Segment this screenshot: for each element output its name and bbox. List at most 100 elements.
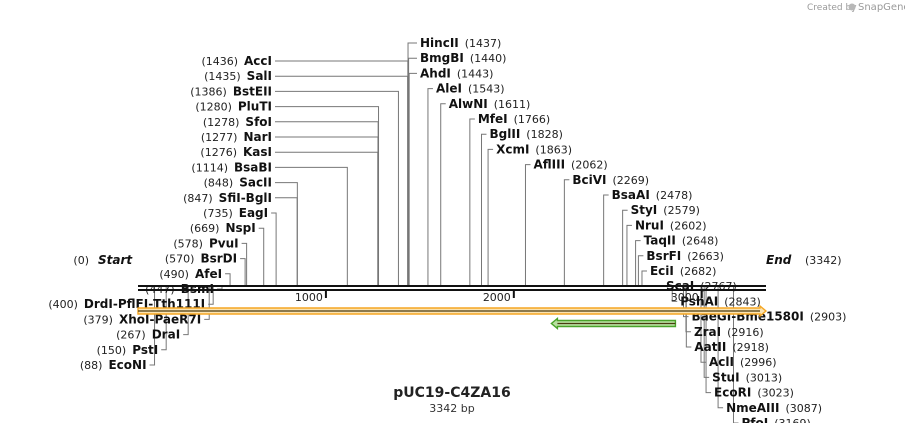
enzyme-name-xhoi: XhoI xyxy=(119,312,150,326)
end-label: End xyxy=(766,253,792,267)
leader-mfei xyxy=(469,118,475,285)
leader-afliii xyxy=(524,164,531,285)
site-aatii[interactable]: AatII (2918) xyxy=(694,340,769,354)
site-eagi[interactable]: (735) EagI xyxy=(203,206,268,220)
leader-hincii xyxy=(407,42,417,285)
site-econi[interactable]: (88) EcoNI xyxy=(80,358,147,372)
site-xhoi[interactable]: (379) XhoI - PaeR7I xyxy=(83,312,201,326)
site-pshai[interactable]: PshAI (2843) xyxy=(680,294,761,308)
site-position: (88) xyxy=(80,359,103,372)
enzyme-name-bsteii: BstEII xyxy=(233,84,272,98)
site-alwni[interactable]: AlwNI (1611) xyxy=(449,97,531,111)
site-position: (1114) xyxy=(191,161,228,174)
tick-label-3000: 3000 xyxy=(671,291,699,304)
site-bglii[interactable]: BglII (1828) xyxy=(490,127,563,141)
site-position: (1440) xyxy=(470,52,507,65)
site-pluti[interactable]: (1280) PluTI xyxy=(195,100,272,114)
enzyme-name-nspi: NspI xyxy=(225,221,255,235)
enzyme-name-styi: StyI xyxy=(631,203,658,217)
leader-xcmi xyxy=(487,148,494,285)
site-ahdi[interactable]: AhdI (1443) xyxy=(420,66,493,80)
site-afei[interactable]: (490) AfeI xyxy=(159,267,222,281)
start-end-labels: (0) Start End (3342) xyxy=(73,253,841,267)
site-position: (848) xyxy=(204,177,234,190)
site-position: (578) xyxy=(173,237,203,250)
site-bsaai[interactable]: BsaAI (2478) xyxy=(612,188,693,202)
site-alei[interactable]: AleI (1543) xyxy=(436,82,505,96)
site-pfoi[interactable]: PfoI (3169) xyxy=(741,416,810,423)
enzyme-name-paer7i: PaeR7I xyxy=(154,312,201,326)
site-mfei[interactable]: MfeI (1766) xyxy=(478,112,550,126)
enzyme-name-econi: EcoNI xyxy=(108,358,146,372)
leader-aatii xyxy=(685,285,692,348)
plasmid-name: pUC19-C4ZA16 xyxy=(393,385,510,401)
site-sfoi[interactable]: (1278) SfoI xyxy=(203,115,272,129)
site-position: (1611) xyxy=(494,98,531,111)
site-position: (3087) xyxy=(785,402,822,415)
leader-kasi xyxy=(275,151,379,285)
leader-bmgbi xyxy=(408,57,417,285)
enzyme-name-eagi: EagI xyxy=(239,206,268,220)
site-styi[interactable]: StyI (2579) xyxy=(631,203,700,217)
site-hincii[interactable]: HincII (1437) xyxy=(420,36,501,50)
site-bsrfi[interactable]: BsrFI (2663) xyxy=(646,249,723,263)
enzyme-name-nari: NarI xyxy=(243,130,272,144)
site-sali[interactable]: (1435) SalI xyxy=(204,69,272,83)
enzyme-name-afei: AfeI xyxy=(195,267,222,281)
site-position: (2682) xyxy=(680,265,717,278)
site-psti[interactable]: (150) PstI xyxy=(97,343,159,357)
site-position: (1863) xyxy=(535,143,572,156)
site-bcivi[interactable]: BciVI (2269) xyxy=(572,173,649,187)
enzyme-name-pshai: PshAI xyxy=(680,294,718,308)
site-xcmi[interactable]: XcmI (1863) xyxy=(496,142,572,156)
leader-pluti xyxy=(275,106,380,285)
name-separator: - xyxy=(148,297,153,311)
enzyme-name-mfei: MfeI xyxy=(478,112,508,126)
site-nari[interactable]: (1277) NarI xyxy=(201,130,272,144)
site-afliii[interactable]: AflIII (2062) xyxy=(533,158,607,172)
site-bsteii[interactable]: (1386) BstEII xyxy=(190,84,272,98)
site-drai[interactable]: (267) DraI xyxy=(116,328,180,342)
site-bmgbi[interactable]: BmgBI (1440) xyxy=(420,51,506,65)
enzyme-name-stui: StuI xyxy=(712,370,739,384)
site-taqii[interactable]: TaqII (2648) xyxy=(644,234,719,248)
leader-sfoi xyxy=(275,121,379,285)
credit-brand: SnapGene xyxy=(858,2,905,13)
enzyme-name-sacii: SacII xyxy=(239,176,272,190)
site-ecii[interactable]: EciI (2682) xyxy=(650,264,716,278)
site-pvui[interactable]: (578) PvuI xyxy=(173,236,238,250)
site-nmeaiii[interactable]: NmeAIII (3087) xyxy=(726,401,822,415)
site-position: (1828) xyxy=(526,128,563,141)
site-sacii[interactable]: (848) SacII xyxy=(204,176,272,190)
site-position: (3013) xyxy=(746,371,783,384)
site-position: (1278) xyxy=(203,116,240,129)
site-leader-lines xyxy=(149,42,739,423)
site-sfii[interactable]: (847) SfiI - BglI xyxy=(183,191,272,205)
enzyme-name-xcmi: XcmI xyxy=(496,142,529,156)
site-kasi[interactable]: (1276) KasI xyxy=(200,145,272,159)
site-position: (1443) xyxy=(457,67,494,80)
site-stui[interactable]: StuI (3013) xyxy=(712,370,782,384)
site-zrai[interactable]: ZraI (2916) xyxy=(694,325,764,339)
site-nspi[interactable]: (669) NspI xyxy=(190,221,256,235)
site-ecori[interactable]: EcoRI (3023) xyxy=(714,386,794,400)
site-acci[interactable]: (1436) AccI xyxy=(201,54,272,68)
site-position: (490) xyxy=(159,268,189,281)
site-nrui[interactable]: NruI (2602) xyxy=(635,218,707,232)
enzyme-name-ecori: EcoRI xyxy=(714,386,751,400)
name-separator: - xyxy=(113,297,118,311)
enzyme-name-alwni: AlwNI xyxy=(449,97,488,111)
site-position: (150) xyxy=(97,344,127,357)
site-bsrdi[interactable]: (570) BsrDI xyxy=(165,252,237,266)
leader-bglii xyxy=(481,133,487,285)
site-position: (669) xyxy=(190,222,220,235)
leader-alwni xyxy=(440,103,446,285)
enzyme-name-sali: SalI xyxy=(247,69,272,83)
site-bsabi[interactable]: (1114) BsaBI xyxy=(191,160,272,174)
enzyme-name-hincii: HincII xyxy=(420,36,459,50)
site-position: (3169) xyxy=(774,417,811,423)
site-acli[interactable]: AclI (2996) xyxy=(709,355,777,369)
enzyme-name-kasi: KasI xyxy=(243,145,272,159)
enzyme-name-bgli: BglI xyxy=(246,191,272,205)
site-position: (2918) xyxy=(732,341,769,354)
